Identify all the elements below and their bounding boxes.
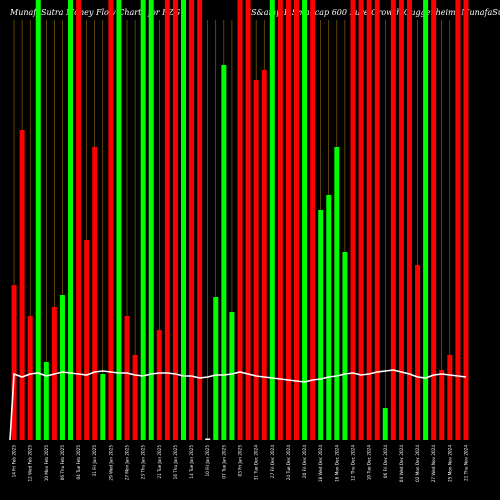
bar: [253, 80, 259, 440]
x-tick-label: 16 Mon Dec 2024: [334, 445, 339, 482]
x-tick-label: 12 Wed Feb 2025: [28, 445, 33, 482]
bar: [366, 0, 372, 440]
x-tick-label: 27 Mon Jan 2025: [125, 445, 130, 481]
bar: [245, 0, 251, 440]
x-tick-label: 06 Fri Dec 2024: [383, 445, 388, 478]
bar: [76, 0, 82, 440]
x-tick-label: 07 Tue Jan 2025: [221, 445, 226, 479]
bar: [350, 0, 356, 440]
x-tick-label: 04 Tue Feb 2025: [76, 445, 81, 480]
bar: [358, 0, 364, 440]
bar: [124, 316, 130, 440]
bar: [205, 438, 211, 440]
bar: [68, 0, 74, 440]
x-tick-label: 24 Tue Dec 2024: [286, 445, 291, 481]
bar: [269, 0, 275, 440]
bar: [277, 0, 283, 440]
bar: [463, 0, 469, 440]
line-series: [9, 369, 467, 441]
bar: [164, 0, 170, 440]
bar: [261, 70, 267, 440]
x-tick-label: 25 Mon Nov 2024: [447, 445, 452, 482]
x-tick-label: 23 Thu Jan 2025: [141, 445, 146, 480]
bar: [374, 0, 380, 440]
bar: [310, 0, 316, 440]
bar: [100, 374, 106, 440]
x-tick-label: 16 Thu Jan 2025: [173, 445, 178, 480]
bar: [229, 312, 235, 440]
bar: [431, 0, 437, 440]
x-tick-label: 31 Tue Dec 2024: [254, 445, 259, 481]
bar: [326, 195, 332, 440]
bar: [156, 330, 162, 440]
x-tick-label: 06 Thu Feb 2025: [60, 445, 65, 481]
bar: [108, 0, 114, 440]
x-tick-label: 29 Wed Jan 2025: [108, 445, 113, 481]
x-axis-ticks: 14 Fri Feb 2025 12 Wed Feb 2025 10 Mon Feb…: [12, 445, 469, 483]
x-tick-label: 18 Wed Dec 2024: [318, 445, 323, 483]
bar: [43, 362, 49, 440]
bar: [140, 0, 146, 440]
bar: [334, 147, 340, 440]
bar: [423, 0, 429, 440]
bar: [59, 295, 65, 440]
bar: [19, 130, 25, 440]
bar: [285, 0, 291, 440]
bar: [237, 0, 243, 440]
bar: [189, 0, 195, 440]
x-tick-label: 14 Fri Feb 2025: [12, 445, 17, 478]
bar: [455, 0, 461, 440]
bar: [447, 355, 453, 440]
x-tick-label: 10 Tue Dec 2024: [367, 445, 372, 481]
chart-title-right: (S&amp;P Smallcap 600 Pure Growth Guggen…: [248, 8, 500, 17]
x-tick-label: 04 Wed Dec 2024: [399, 445, 404, 483]
bar: [302, 0, 308, 440]
bar: [132, 355, 138, 440]
bar: [197, 0, 203, 440]
x-tick-label: 03 Fri Jan 2025: [238, 445, 243, 477]
bar: [406, 0, 412, 440]
bar: [27, 316, 33, 440]
bar: [213, 297, 219, 440]
x-tick-label: 21 Tue Jan 2025: [157, 445, 162, 479]
bar: [398, 0, 404, 440]
bar: [35, 0, 41, 440]
bar: [92, 147, 98, 440]
x-tick-label: 21 Thu Nov 2024: [463, 445, 468, 481]
bar: [148, 0, 154, 440]
x-tick-label: 27 Wed Nov 2024: [431, 445, 436, 483]
bar: [415, 265, 421, 440]
flow-line: [9, 369, 467, 441]
bar: [84, 240, 90, 440]
bar: [11, 285, 17, 440]
x-tick-label: 14 Tue Jan 2025: [189, 445, 194, 479]
chart-title-left: MunafaSutra Money Flow Charts for RZG: [9, 8, 181, 17]
x-tick-label: 20 Fri Dec 2024: [302, 445, 307, 478]
bar: [116, 0, 122, 440]
bar: [342, 252, 348, 440]
bar: [181, 0, 187, 440]
x-tick-label: 10 Fri Jan 2025: [205, 445, 210, 477]
x-tick-label: 10 Mon Feb 2025: [44, 445, 49, 482]
bar: [390, 0, 396, 440]
x-tick-label: 12 Thu Dec 2024: [350, 445, 355, 481]
bar: [172, 0, 178, 440]
bar: [221, 65, 227, 440]
bar-series: [11, 0, 469, 440]
bar: [382, 408, 388, 440]
x-tick-label: 31 Fri Jan 2025: [92, 445, 97, 477]
x-tick-label: 02 Mon Dec 2024: [415, 445, 420, 482]
bar: [293, 0, 299, 440]
bar: [318, 210, 324, 440]
x-tick-label: 27 Fri Dec 2024: [270, 445, 275, 478]
bar: [439, 370, 445, 440]
